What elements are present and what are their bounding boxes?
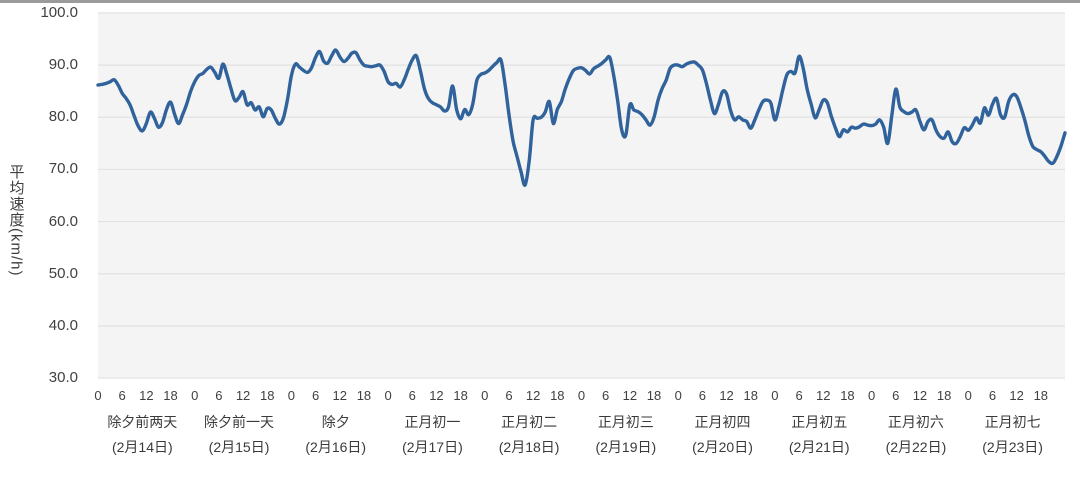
x-hour-tick-label: 12 xyxy=(429,388,444,403)
x-hour-tick-label: 18 xyxy=(936,388,952,403)
x-hour-tick-label: 12 xyxy=(912,388,928,403)
x-hour-tick-label: 6 xyxy=(602,388,610,403)
y-tick-label: 50.0 xyxy=(48,264,78,282)
x-hour-tick-label: 0 xyxy=(867,388,876,403)
y-tick-label: 40.0 xyxy=(48,316,78,334)
x-hour-tick-label: 18 xyxy=(453,388,468,403)
x-hour-tick-label: 0 xyxy=(287,388,295,403)
x-hour-tick-label: 0 xyxy=(481,388,489,403)
x-hour-tick-label: 18 xyxy=(1033,388,1049,403)
y-tick-label: 60.0 xyxy=(48,212,78,230)
x-hour-tick-label: 12 xyxy=(139,388,154,403)
x-hour-tick-label: 6 xyxy=(505,388,513,403)
x-hour-tick-label: 12 xyxy=(525,388,541,403)
day-name-label: 正月初四 xyxy=(694,414,751,430)
day-date-label: (2月22日) xyxy=(885,439,947,455)
x-hour-tick-label: 0 xyxy=(384,388,392,403)
x-hour-tick-label: 6 xyxy=(408,388,416,403)
x-hour-tick-label: 18 xyxy=(259,388,275,403)
day-date-label: (2月20日) xyxy=(692,439,753,455)
day-date-label: (2月14日) xyxy=(111,439,173,455)
y-tick-label: 100.0 xyxy=(40,4,78,21)
x-hour-tick-label: 12 xyxy=(816,388,831,403)
day-name-label: 正月初六 xyxy=(887,414,944,430)
day-date-label: (2月16日) xyxy=(305,439,367,455)
x-hour-tick-label: 12 xyxy=(332,388,347,403)
y-axis-title: 平均速度(km/h) xyxy=(7,163,25,277)
day-date-label: (2月15日) xyxy=(208,439,270,455)
x-hour-tick-label: 12 xyxy=(235,388,251,403)
speed-line-path xyxy=(96,48,1067,187)
x-hour-tick-label: 6 xyxy=(311,388,320,403)
day-name-label: 除夕 xyxy=(321,414,350,430)
day-date-label: (2月19日) xyxy=(595,439,657,455)
window-top-border xyxy=(0,0,1080,3)
x-hour-tick-label: 0 xyxy=(191,388,199,403)
x-hour-tick-label: 18 xyxy=(646,388,662,403)
y-tick-label: 80.0 xyxy=(48,108,78,126)
x-hour-tick-label: 0 xyxy=(771,388,779,403)
day-name-label: 除夕前两天 xyxy=(107,414,178,430)
day-name-label: 正月初二 xyxy=(501,414,558,430)
x-hour-tick-label: 12 xyxy=(622,388,638,403)
y-tick-label: 90.0 xyxy=(48,56,78,74)
day-date-label: (2月21日) xyxy=(788,439,850,455)
x-hour-tick-label: 0 xyxy=(674,388,682,403)
day-name-label: 除夕前一天 xyxy=(204,414,275,430)
x-hour-tick-label: 0 xyxy=(964,388,972,403)
x-hour-tick-label: 0 xyxy=(94,388,102,403)
x-hour-tick-label: 6 xyxy=(988,388,997,403)
x-hour-tick-label: 18 xyxy=(743,388,758,403)
x-hour-tick-label: 6 xyxy=(698,388,706,403)
x-hour-tick-label: 6 xyxy=(892,388,900,403)
x-hour-tick-label: 12 xyxy=(1009,388,1024,403)
x-hour-tick-label: 18 xyxy=(163,388,178,403)
x-hour-tick-label: 6 xyxy=(215,388,223,403)
x-hour-tick-label: 18 xyxy=(840,388,855,403)
day-name-label: 正月初七 xyxy=(984,414,1041,430)
x-hour-tick-label: 6 xyxy=(795,388,803,403)
day-name-label: 正月初五 xyxy=(791,414,848,430)
y-tick-label: 30.0 xyxy=(48,369,78,386)
y-tick-label: 70.0 xyxy=(48,160,78,178)
x-hour-tick-label: 0 xyxy=(577,388,586,403)
x-hour-tick-label: 18 xyxy=(356,388,372,403)
x-hour-tick-label: 12 xyxy=(719,388,734,403)
plot-background xyxy=(98,13,1065,378)
day-date-label: (2月18日) xyxy=(498,439,560,455)
day-date-label: (2月17日) xyxy=(402,439,463,455)
day-name-label: 正月初三 xyxy=(597,414,654,430)
x-hour-tick-label: 18 xyxy=(550,388,565,403)
day-date-label: (2月23日) xyxy=(982,439,1043,455)
day-name-label: 正月初一 xyxy=(404,414,461,430)
x-hour-tick-label: 6 xyxy=(118,388,126,403)
